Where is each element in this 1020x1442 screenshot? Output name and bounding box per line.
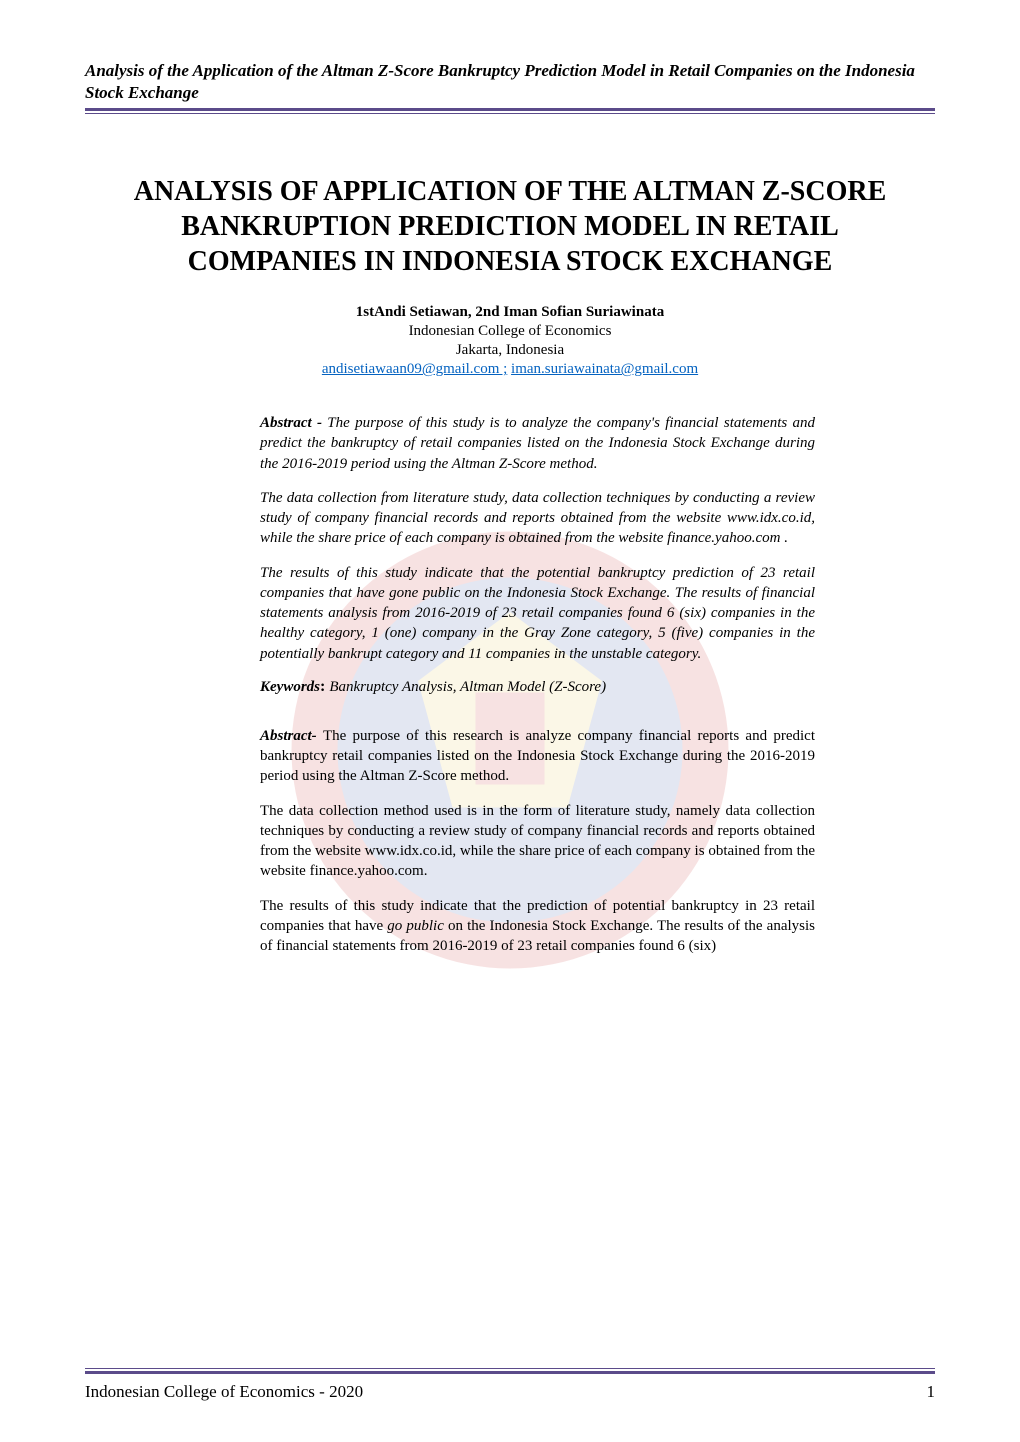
- keywords-label: Keywords: [260, 679, 320, 695]
- affiliation-location: Jakarta, Indonesia: [85, 342, 935, 359]
- abstract-1-para-2: The data collection from literature stud…: [260, 488, 815, 549]
- keywords-line: Keywords: Bankruptcy Analysis, Altman Mo…: [260, 678, 815, 696]
- email-link-2[interactable]: iman.suriawainata@gmail.com: [511, 361, 698, 377]
- footer-institution: Indonesian College of Economics - 2020: [85, 1382, 363, 1402]
- page-number: 1: [927, 1382, 936, 1402]
- abstract-2-para-2: The data collection method used is in th…: [260, 801, 815, 882]
- abstract-2-para-3: The results of this study indicate that …: [260, 896, 815, 957]
- authors-line: 1stAndi Setiawan, 2nd Iman Sofian Suriaw…: [85, 304, 935, 321]
- abstract-1-para-3: The results of this study indicate that …: [260, 563, 815, 664]
- email-link-1[interactable]: andisetiawaan09@gmail.com ;: [322, 361, 507, 377]
- footer-divider: [85, 1368, 935, 1374]
- keywords-colon: :: [320, 678, 329, 695]
- go-public-italic: go public: [387, 918, 444, 934]
- abstract-2-label: Abstract-: [260, 728, 323, 744]
- abstract-2-para-1: Abstract- The purpose of this research i…: [260, 726, 815, 787]
- keywords-text: Bankruptcy Analysis, Altman Model (Z-Sco…: [329, 679, 606, 695]
- running-header: Analysis of the Application of the Altma…: [85, 60, 935, 104]
- abstract-block: Abstract - The purpose of this study is …: [260, 413, 815, 956]
- paper-title: ANALYSIS OF APPLICATION OF THE ALTMAN Z-…: [125, 174, 895, 279]
- abstract-2-text-1: The purpose of this research is analyze …: [260, 728, 815, 785]
- abstract-1-para-1: Abstract - The purpose of this study is …: [260, 413, 815, 474]
- abstract-1-text-1: The purpose of this study is to analyze …: [260, 415, 815, 472]
- affiliation-institution: Indonesian College of Economics: [85, 323, 935, 340]
- abstract-1-label: Abstract -: [260, 415, 327, 431]
- header-divider: [85, 108, 935, 114]
- author-emails: andisetiawaan09@gmail.com ; iman.suriawa…: [85, 361, 935, 378]
- page-footer: Indonesian College of Economics - 2020 1: [85, 1368, 935, 1402]
